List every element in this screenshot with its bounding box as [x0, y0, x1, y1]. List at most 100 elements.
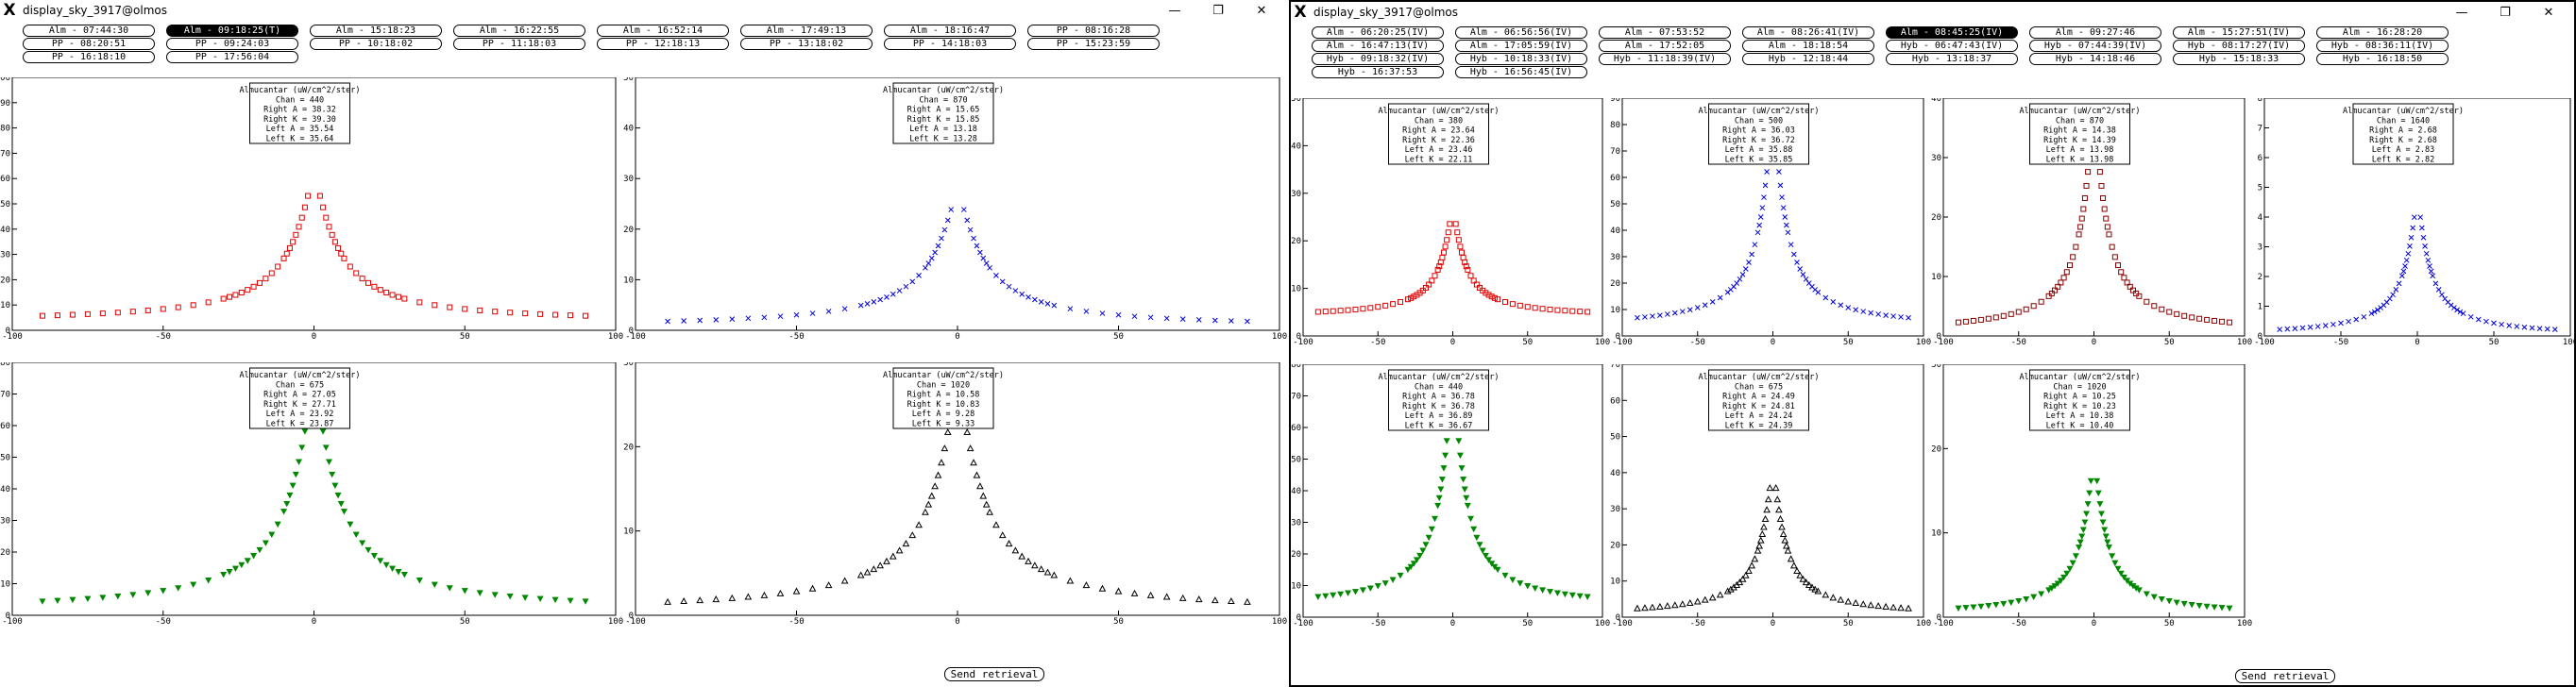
measurement-tab[interactable]: PP - 10:18:02 — [310, 38, 442, 50]
measurement-tab[interactable]: PP - 16:18:10 — [23, 51, 155, 63]
measurement-tab[interactable]: Alm - 18:18:54 — [1742, 40, 1874, 52]
info-box-line: Right K = 14.39 — [2043, 136, 2116, 145]
measurement-tab[interactable]: Alm - 15:18:23 — [310, 25, 442, 37]
info-box-line: Chan = 675 — [1735, 382, 1783, 392]
data-point — [567, 597, 574, 604]
measurement-tab[interactable]: PP - 12:18:13 — [597, 38, 729, 50]
data-point — [1465, 266, 1471, 273]
measurement-tab[interactable]: Alm - 17:49:13 — [740, 25, 873, 37]
data-point — [681, 318, 687, 324]
measurement-tab[interactable]: Hyb - 12:18:44 — [1742, 53, 1874, 65]
measurement-tab[interactable]: Hyb - 15:18:33 — [2173, 53, 2305, 65]
data-point — [1178, 594, 1187, 601]
measurement-tab[interactable]: Alm - 16:22:55 — [453, 25, 585, 37]
measurement-tab[interactable]: PP - 11:18:03 — [453, 38, 585, 50]
x-tick-label: -50 — [788, 332, 804, 340]
x-tick-label: -100 — [1293, 338, 1313, 345]
measurement-tab[interactable]: Alm - 09:27:46 — [2029, 26, 2161, 39]
send-retrieval-button[interactable]: Send retrieval — [2235, 669, 2335, 683]
measurement-tab[interactable]: Alm - 17:52:05 — [1599, 40, 1731, 52]
data-point — [250, 283, 257, 290]
info-box — [892, 367, 994, 429]
measurement-tab[interactable]: Alm - 09:18:25(T) — [166, 25, 298, 37]
measurement-tab[interactable]: Hyb - 16:56:45(IV) — [1455, 66, 1587, 78]
data-point — [1752, 242, 1758, 248]
measurement-tab[interactable]: Alm - 06:20:25(IV) — [1312, 26, 1444, 39]
measurement-tab[interactable]: Hyb - 16:18:50 — [2316, 53, 2449, 65]
minimize-button[interactable]: — — [1168, 3, 1181, 18]
y-tick-label: 30 — [623, 362, 634, 368]
measurement-tab[interactable]: PP - 08:16:28 — [1027, 25, 1160, 37]
measurement-tab[interactable]: Hyb - 16:37:53 — [1312, 66, 1444, 78]
data-point — [337, 501, 345, 508]
close-button[interactable]: ✕ — [2543, 5, 2554, 20]
measurement-tab[interactable]: PP - 14:18:03 — [884, 38, 1016, 50]
data-point — [250, 553, 258, 560]
data-point — [943, 427, 952, 436]
y-tick-label: 0 — [1616, 332, 1620, 342]
y-tick-label: 50 — [0, 454, 10, 463]
info-box — [2029, 369, 2130, 431]
measurement-tab[interactable]: Alm - 16:52:14 — [597, 25, 729, 37]
measurement-tab[interactable]: PP - 09:24:03 — [166, 38, 298, 50]
maximize-button[interactable]: ❐ — [2500, 5, 2511, 20]
maximize-button[interactable]: ❐ — [1212, 3, 1224, 18]
data-point — [1432, 273, 1438, 279]
measurement-tab[interactable]: Alm - 07:44:30 — [23, 25, 155, 37]
data-point — [298, 214, 305, 221]
data-point — [2124, 279, 2130, 286]
measurement-tab[interactable]: PP - 17:56:04 — [166, 51, 298, 63]
y-tick-label: 20 — [1931, 444, 1941, 454]
measurement-tab[interactable]: Alm - 15:27:51(IV) — [2173, 26, 2305, 39]
data-point — [2015, 309, 2022, 315]
send-retrieval-button[interactable]: Send retrieval — [944, 667, 1044, 681]
measurement-tab[interactable]: Alm - 06:56:56(IV) — [1455, 26, 1587, 39]
y-tick-label: 30 — [1931, 364, 1941, 370]
measurement-tab[interactable]: Hyb - 11:18:39(IV) — [1599, 53, 1731, 65]
measurement-tab[interactable]: Hyb - 13:18:37 — [1886, 53, 2018, 65]
data-point — [1456, 452, 1464, 460]
measurement-tab[interactable]: Hyb - 14:18:46 — [2029, 53, 2161, 65]
measurement-tab[interactable]: Alm - 16:28:20 — [2316, 26, 2449, 39]
measurement-tab[interactable]: Alm - 17:05:59(IV) — [1455, 40, 1587, 52]
data-point — [359, 540, 366, 546]
measurement-tab[interactable]: Alm - 18:16:47 — [884, 25, 1016, 37]
measurement-tab[interactable]: PP - 08:20:51 — [23, 38, 155, 50]
data-point — [935, 243, 941, 249]
data-point — [2136, 293, 2143, 299]
data-point — [1459, 249, 1466, 256]
data-point — [226, 569, 233, 576]
measurement-tab[interactable]: Hyb - 08:17:27(IV) — [2173, 40, 2305, 52]
data-point — [1440, 249, 1447, 256]
y-tick-label: 20 — [1610, 541, 1620, 550]
measurement-tab[interactable]: Alm - 08:26:41(IV) — [1742, 26, 1874, 39]
info-box-line: Right K = 10.23 — [2043, 402, 2116, 411]
data-point — [2085, 169, 2092, 176]
close-button[interactable]: ✕ — [1256, 3, 1267, 18]
data-point — [964, 217, 971, 224]
measurement-tab[interactable]: PP - 15:23:59 — [1027, 38, 1160, 50]
measurement-tab[interactable]: Alm - 16:47:13(IV) — [1312, 40, 1444, 52]
data-point — [970, 459, 977, 466]
data-point — [582, 598, 589, 605]
measurement-tab[interactable]: Hyb - 09:18:32(IV) — [1312, 53, 1444, 65]
x-tick-label: 100 — [608, 332, 623, 340]
measurement-tab[interactable]: Alm - 07:53:52 — [1599, 26, 1731, 39]
measurement-tab[interactable]: Hyb - 10:18:33(IV) — [1455, 53, 1587, 65]
measurement-tab[interactable]: Hyb - 07:44:39(IV) — [2029, 40, 2161, 52]
data-point — [1050, 571, 1059, 578]
minimize-button[interactable]: — — [2455, 5, 2468, 20]
measurement-tab[interactable]: PP - 13:18:02 — [740, 38, 873, 50]
data-point — [1554, 307, 1561, 313]
measurement-tab[interactable]: Hyb - 06:47:43(IV) — [1886, 40, 2018, 52]
info-box — [1708, 369, 1809, 431]
data-point — [1366, 585, 1374, 592]
info-box-title: Almucantar (uW/cm^2/ster) — [240, 371, 361, 380]
measurement-tab[interactable]: Hyb - 08:36:11(IV) — [2316, 40, 2449, 52]
x-tick-label: 0 — [2415, 338, 2419, 345]
data-point — [365, 279, 372, 286]
measurement-tab[interactable]: Alm - 08:45:25(IV) — [1886, 26, 2018, 39]
data-point — [353, 270, 360, 276]
